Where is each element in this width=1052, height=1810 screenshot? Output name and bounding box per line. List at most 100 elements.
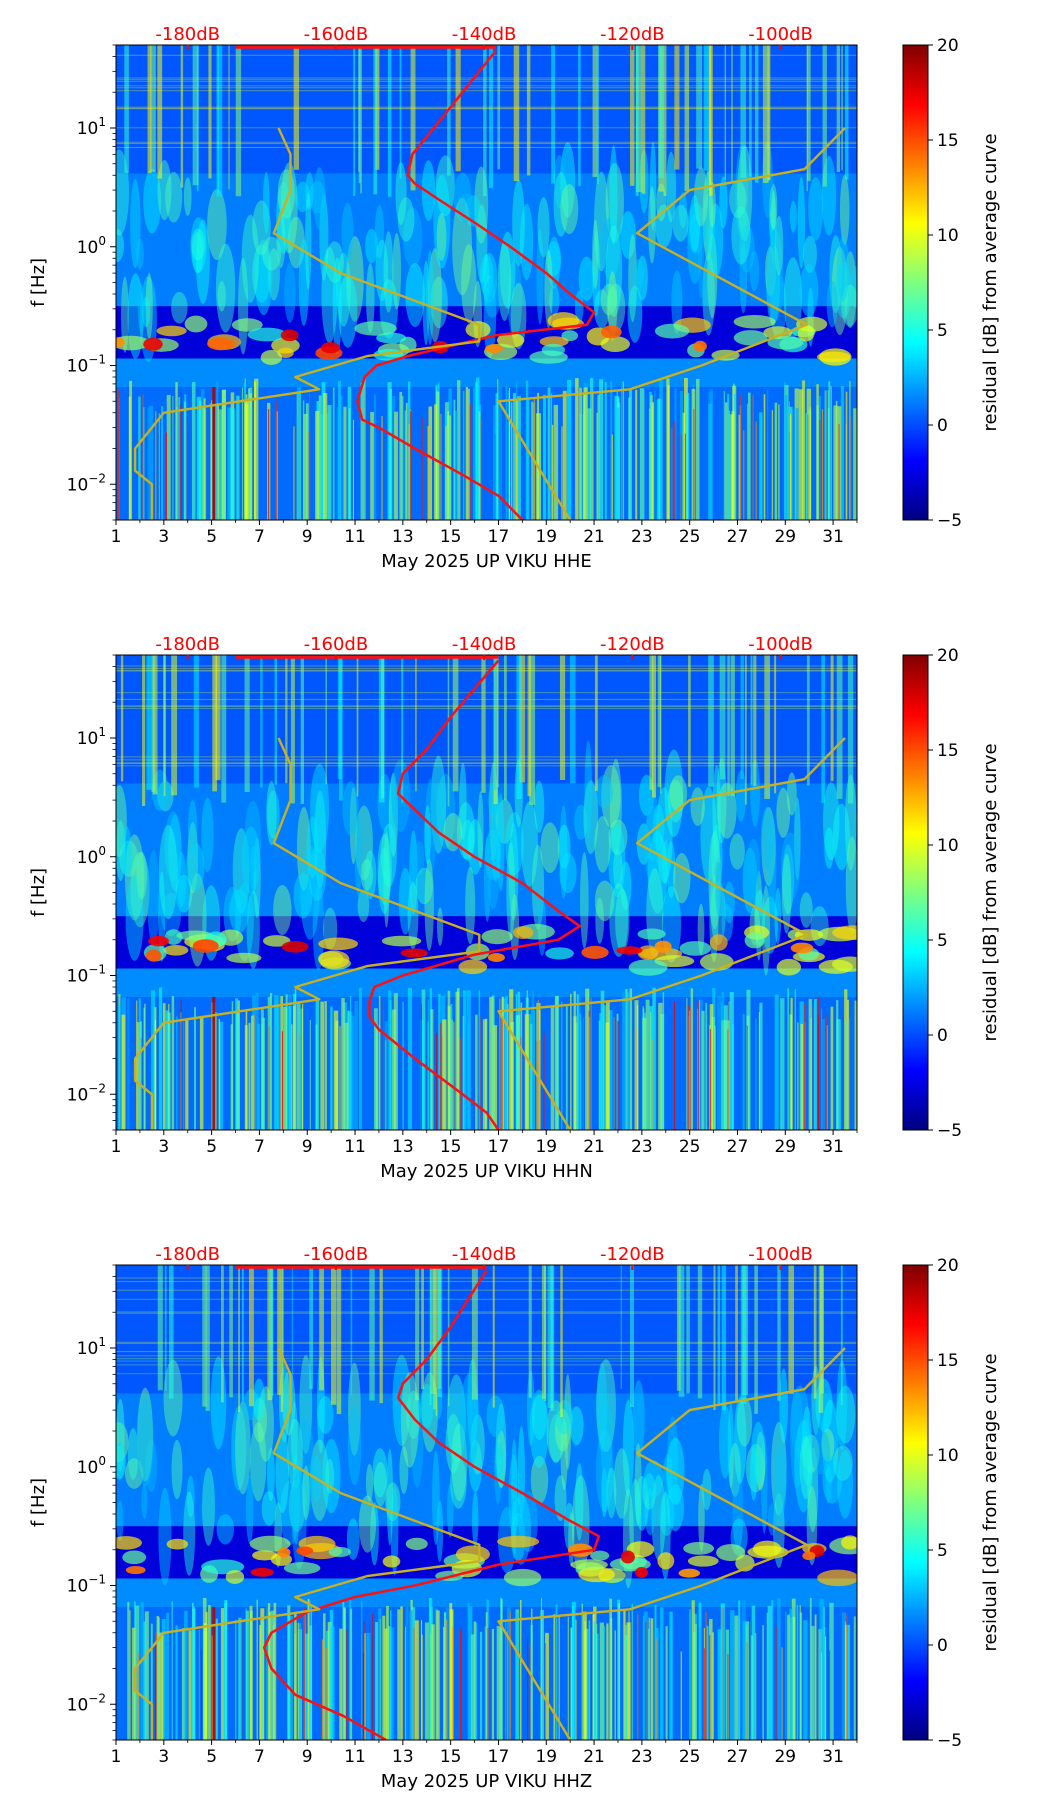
colorbar-tick-label: 0 <box>937 416 948 436</box>
y-axis-label: f [Hz] <box>28 868 49 917</box>
colorbar-tick-label: 5 <box>937 931 948 951</box>
x-tick-label: 3 <box>158 1137 169 1157</box>
y-axis-label: f [Hz] <box>28 1478 49 1527</box>
x-tick-label: 1 <box>111 1747 122 1767</box>
x-tick-label: 29 <box>774 527 796 547</box>
top-db-label: -100dB <box>748 634 813 655</box>
noise-model-curve-1 <box>133 1347 481 1740</box>
x-tick-label: 15 <box>440 1747 462 1767</box>
x-tick-label: 31 <box>822 1137 844 1157</box>
top-db-label: -180dB <box>155 634 220 655</box>
x-tick-label: 13 <box>392 1137 414 1157</box>
noise-model-curve-2 <box>497 127 846 520</box>
x-tick-label: 23 <box>631 1137 653 1157</box>
x-tick-label: 17 <box>488 527 510 547</box>
colorbar-tick-label: 0 <box>937 1026 948 1046</box>
psd-curve-series <box>368 659 581 1130</box>
y-tick-label: 10−1 <box>67 353 106 377</box>
x-tick-label: 25 <box>679 527 701 547</box>
x-tick-label: 1 <box>111 527 122 547</box>
y-tick-label: 101 <box>77 1335 106 1359</box>
noise-model-curve-1 <box>133 737 481 1130</box>
x-tick-label: 15 <box>440 1137 462 1157</box>
x-tick-label: 31 <box>822 527 844 547</box>
colorbar-tick-label: 20 <box>937 36 959 56</box>
x-tick-label: 21 <box>583 1747 605 1767</box>
colorbar-tick-label: 10 <box>937 226 959 246</box>
y-tick-label: 100 <box>77 844 106 868</box>
spectrogram-image <box>116 45 857 520</box>
y-axis-label: f [Hz] <box>28 258 49 307</box>
x-tick-label: 17 <box>488 1137 510 1157</box>
top-db-label: -120dB <box>600 24 665 45</box>
colorbar-tick-label: 20 <box>937 1256 959 1276</box>
psd-curve-series <box>356 49 596 520</box>
colorbar-tick-label: 10 <box>937 836 959 856</box>
x-tick-label: 17 <box>488 1747 510 1767</box>
x-tick-label: 11 <box>344 1747 366 1767</box>
colorbar-tick-label: 0 <box>937 1636 948 1656</box>
colorbar-tick-label: 15 <box>937 741 959 761</box>
spectrogram-panel-1: 1 3 5 7 9 11 13 15 17 19 21 23 25 27 29 3110−210−110010… <box>28 24 1001 572</box>
y-tick-label: 101 <box>77 725 106 749</box>
x-tick-label: 9 <box>302 1747 313 1767</box>
x-tick-label: 19 <box>535 1747 557 1767</box>
colorbar-tick-label: 10 <box>937 1446 959 1466</box>
colorbar-tick-label: 15 <box>937 1351 959 1371</box>
x-tick-label: 25 <box>679 1747 701 1767</box>
x-tick-label: 27 <box>727 1747 749 1767</box>
top-db-label: -160dB <box>304 1244 369 1265</box>
x-tick-label: 23 <box>631 527 653 547</box>
top-db-label: -140dB <box>452 1244 517 1265</box>
colorbar-tick-label: −5 <box>937 511 962 531</box>
x-tick-label: 13 <box>392 527 414 547</box>
x-tick-label: 21 <box>583 527 605 547</box>
noise-model-curve-1 <box>133 127 481 520</box>
x-tick-label: 5 <box>206 1137 217 1157</box>
x-tick-label: 11 <box>344 1137 366 1157</box>
y-tick-label: 10−1 <box>67 1573 106 1597</box>
x-tick-label: 3 <box>158 527 169 547</box>
colorbar-label: residual [dB] from average curve <box>980 743 1001 1041</box>
colorbar-gradient <box>902 44 929 521</box>
noise-model-curve-2 <box>497 737 846 1130</box>
colorbar-tick-label: −5 <box>937 1121 962 1141</box>
x-axis-label: May 2025 UP VIKU HHE <box>381 551 592 572</box>
y-tick-label: 10−1 <box>67 963 106 987</box>
top-db-label: -100dB <box>748 24 813 45</box>
colorbar-gradient <box>902 654 929 1131</box>
colorbar-tick-label: 5 <box>937 1541 948 1561</box>
top-db-label: -180dB <box>155 24 220 45</box>
colorbar-tick-label: 20 <box>937 646 959 666</box>
top-db-label: -120dB <box>600 634 665 655</box>
x-tick-label: 1 <box>111 1137 122 1157</box>
x-tick-label: 31 <box>822 1747 844 1767</box>
colorbar-label: residual [dB] from average curve <box>980 1353 1001 1651</box>
colorbar: −5 0 5 10 15 20 residual [dB] from average cur… <box>902 646 1001 1141</box>
x-tick-label: 7 <box>254 1137 265 1157</box>
x-tick-label: 5 <box>206 527 217 547</box>
x-tick-label: 7 <box>254 527 265 547</box>
spectrogram-panel-3: 1 3 5 7 9 11 13 15 17 19 21 23 25 27 29 3110−210−110010… <box>28 1244 1001 1792</box>
x-tick-label: 19 <box>535 527 557 547</box>
x-tick-label: 7 <box>254 1747 265 1767</box>
psd-curve-series <box>262 1269 601 1740</box>
x-tick-label: 27 <box>727 1137 749 1157</box>
y-tick-label: 10−2 <box>67 471 106 495</box>
colorbar: −5 0 5 10 15 20 residual [dB] from average cur… <box>902 1256 1001 1751</box>
x-tick-label: 19 <box>535 1137 557 1157</box>
top-db-label: -160dB <box>304 24 369 45</box>
x-axis-label: May 2025 UP VIKU HHZ <box>381 1771 592 1792</box>
noise-model-curve-2 <box>497 1347 846 1740</box>
spectrogram-image <box>116 1265 857 1740</box>
y-tick-label: 100 <box>77 1454 106 1478</box>
y-tick-label: 101 <box>77 115 106 139</box>
x-axis-label: May 2025 UP VIKU HHN <box>380 1161 593 1182</box>
x-tick-label: 3 <box>158 1747 169 1767</box>
x-tick-label: 15 <box>440 527 462 547</box>
x-tick-label: 9 <box>302 527 313 547</box>
x-tick-label: 23 <box>631 1747 653 1767</box>
top-db-label: -160dB <box>304 634 369 655</box>
x-tick-label: 25 <box>679 1137 701 1157</box>
